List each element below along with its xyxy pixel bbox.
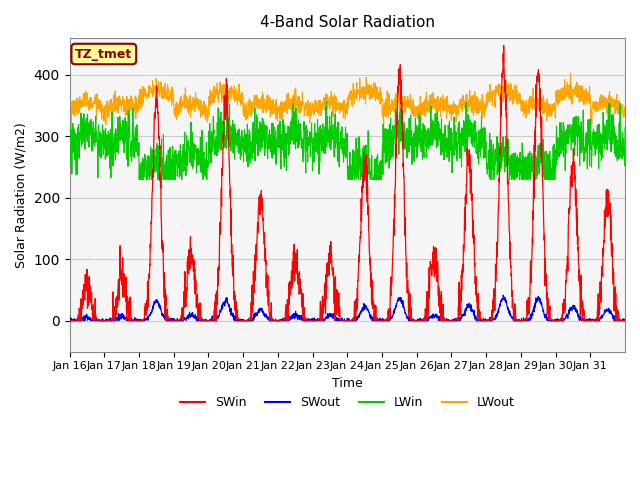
Text: TZ_tmet: TZ_tmet <box>76 48 132 60</box>
Legend: SWin, SWout, LWin, LWout: SWin, SWout, LWin, LWout <box>175 391 520 414</box>
Y-axis label: Solar Radiation (W/m2): Solar Radiation (W/m2) <box>15 122 28 268</box>
Title: 4-Band Solar Radiation: 4-Band Solar Radiation <box>260 15 435 30</box>
X-axis label: Time: Time <box>332 377 363 390</box>
